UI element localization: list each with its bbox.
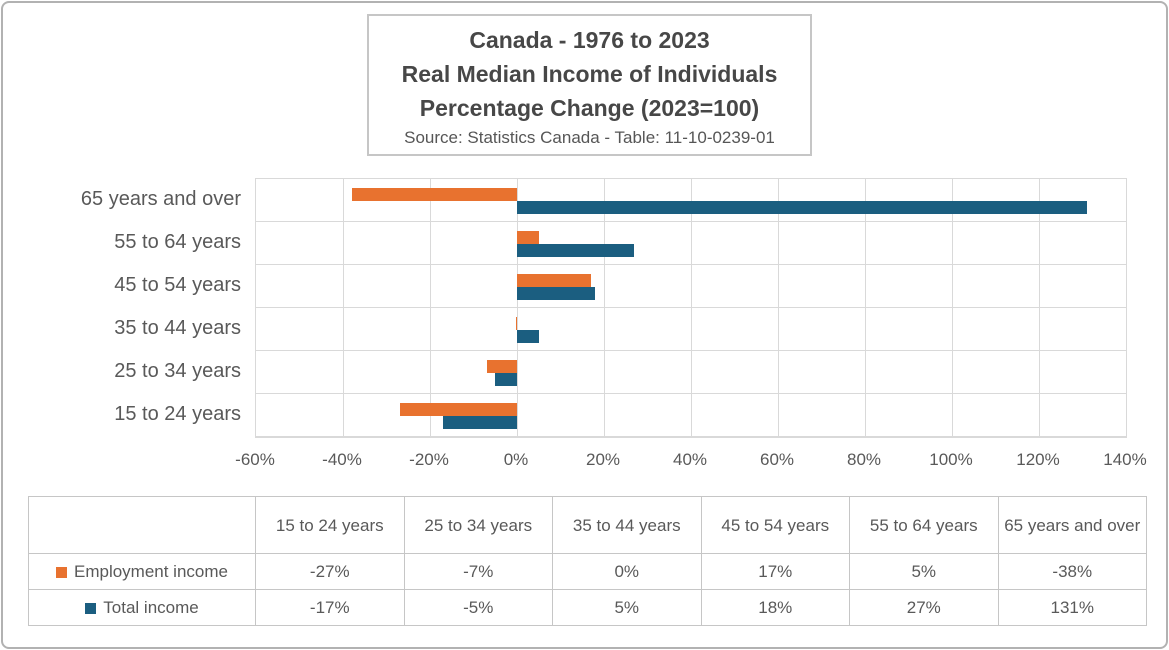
chart-source-note: Source: Statistics Canada - Table: 11-10… — [404, 128, 775, 147]
x-tick-label: 0% — [503, 450, 529, 469]
bar-employment-income-65-years-and-over — [351, 188, 517, 201]
table-cell: 17% — [700, 553, 850, 590]
chart-title-line-1: Canada - 1976 to 2023 — [469, 27, 710, 53]
table-cell: 27% — [849, 589, 999, 626]
data-table: 15 to 24 years 25 to 34 years 35 to 44 y… — [28, 496, 1147, 626]
table-cell: 18% — [700, 589, 850, 626]
table-col-header: 45 to 54 years — [700, 496, 850, 554]
table-corner-cell — [28, 496, 256, 554]
table-cell: -5% — [403, 589, 553, 626]
bar-employment-income-15-to-24-years — [399, 403, 517, 416]
gridline — [1039, 179, 1040, 437]
category-label-25-to-34-years: 25 to 34 years — [114, 360, 241, 382]
category-label-65-years-and-over: 65 years and over — [80, 188, 241, 210]
bar-employment-income-45-to-54-years — [517, 274, 591, 287]
total-income-legend-swatch — [85, 602, 97, 614]
x-tick-label: 40% — [672, 450, 708, 469]
gridline — [430, 179, 431, 437]
value-axis: -60% -40% -20% 0% 20% 40% 60% 80% 100% 120% 140% — [235, 447, 1147, 475]
table-row-total-income: Total income -17% -5% 5% 18% 27% 131% — [28, 589, 1147, 626]
table-col-header: 65 years and over — [997, 496, 1147, 554]
x-tick-label: 140% — [1103, 450, 1147, 469]
table-col-header: 35 to 44 years — [552, 496, 702, 554]
category-label-45-to-54-years: 45 to 54 years — [114, 274, 241, 296]
plot-area — [255, 178, 1127, 438]
x-tick-label: 80% — [846, 450, 882, 469]
x-tick-label: 60% — [759, 450, 795, 469]
series-label: Total income — [103, 597, 199, 617]
bar-employment-income-55-to-64-years — [517, 231, 539, 244]
chart-title-line-3: Percentage Change (2023=100) — [419, 95, 760, 121]
bar-total-income-35-to-44-years — [517, 330, 539, 343]
x-tick-label: -20% — [409, 450, 449, 469]
x-tick-label: 100% — [929, 450, 973, 469]
category-axis: 65 years and over 55 to 64 years 45 to 54 … — [3, 178, 241, 436]
category-label-55-to-64-years: 55 to 64 years — [114, 231, 241, 253]
table-header-row: 15 to 24 years 25 to 34 years 35 to 44 y… — [28, 496, 1147, 554]
table-cell: -7% — [403, 553, 553, 590]
table-cell: -38% — [997, 553, 1147, 590]
table-cell: 5% — [552, 589, 702, 626]
table-cell: 131% — [997, 589, 1147, 626]
bar-total-income-65-years-and-over — [517, 201, 1087, 214]
chart-title-line-2: Real Median Income of Individuals — [401, 61, 778, 87]
table-row-employment-income: Employment income -27% -7% 0% 17% 5% -38… — [28, 553, 1147, 590]
bar-total-income-15-to-24-years — [443, 416, 517, 429]
table-cell: 0% — [552, 553, 702, 590]
table-cell: -27% — [255, 553, 405, 590]
bar-total-income-45-to-54-years — [517, 287, 596, 300]
x-tick-label: -40% — [322, 450, 362, 469]
table-col-header: 55 to 64 years — [849, 496, 999, 554]
employment-income-legend-swatch — [55, 566, 67, 578]
gridline — [865, 179, 866, 437]
x-tick-label: 20% — [585, 450, 621, 469]
gridline — [604, 179, 605, 437]
gridline — [343, 179, 344, 437]
chart-title-box: Canada - 1976 to 2023 Real Median Income… — [367, 14, 812, 156]
category-label-35-to-44-years: 35 to 44 years — [114, 317, 241, 339]
bar-total-income-55-to-64-years — [517, 244, 635, 257]
table-col-header: 25 to 34 years — [403, 496, 553, 554]
bar-employment-income-25-to-34-years — [486, 360, 517, 373]
category-label-15-to-24-years: 15 to 24 years — [114, 403, 241, 425]
gridline — [952, 179, 953, 437]
x-tick-label: 120% — [1016, 450, 1060, 469]
series-label: Employment income — [73, 561, 228, 581]
table-cell: 5% — [849, 553, 999, 590]
gridline — [778, 179, 779, 437]
gridline — [517, 179, 518, 437]
bar-employment-income-35-to-44-years — [516, 317, 518, 330]
table-cell: -17% — [255, 589, 405, 626]
bar-total-income-25-to-34-years — [495, 373, 517, 386]
gridline — [691, 179, 692, 437]
x-tick-label: -60% — [235, 450, 275, 469]
table-col-header: 15 to 24 years — [255, 496, 405, 554]
series-label-cell: Total income — [28, 589, 256, 626]
series-label-cell: Employment income — [28, 553, 256, 590]
